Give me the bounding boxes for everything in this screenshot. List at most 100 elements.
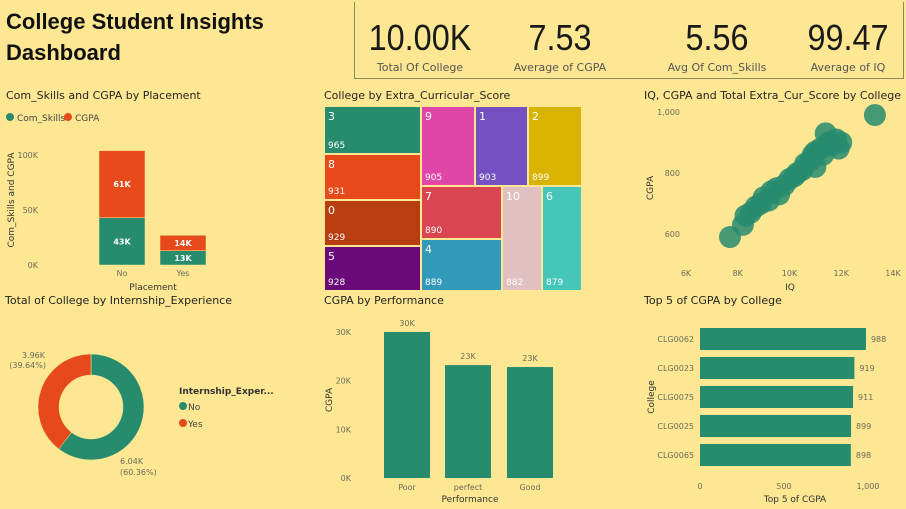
kpi-label: Avg Of Com_Skills [667, 61, 767, 74]
scatter-point [804, 155, 827, 178]
data-label: 919 [859, 364, 874, 373]
cell-name: 1 [479, 110, 486, 123]
cell-value: 903 [479, 173, 497, 183]
x-tick-label: 14K [885, 269, 901, 278]
x-tick-label: No [117, 269, 128, 278]
bar [507, 367, 553, 478]
x-tick-label: 8K [733, 269, 744, 278]
y-tick-label: CLG0062 [657, 335, 694, 344]
y-tick-label: 0K [341, 474, 352, 483]
x-tick-label: 10K [782, 269, 798, 278]
x-tick-label: 6K [681, 269, 692, 278]
kpi-avg-com-skills: 5.56 Avg Of Com_Skills [652, 2, 782, 75]
treemap-cell[interactable]: 7 890 [421, 186, 502, 239]
x-tick-label: perfect [454, 483, 483, 492]
data-label: 61K [113, 180, 131, 189]
cell-value: 889 [425, 278, 443, 288]
treemap-cell[interactable]: 2 899 [528, 106, 582, 186]
x-tick-label: Poor [398, 483, 416, 492]
y-tick-label: 600 [665, 230, 680, 239]
kpi-value: 10.00K [368, 17, 472, 58]
legend-marker [179, 402, 187, 410]
treemap-cell[interactable]: 0 929 [324, 200, 421, 246]
data-label: 911 [858, 393, 873, 402]
y-tick-label: CLG0065 [657, 451, 694, 460]
legend-label: CGPA [75, 114, 100, 124]
y-tick-label: 50K [23, 206, 39, 215]
x-tick-label: 1,000 [857, 482, 880, 491]
y-axis-label: College [647, 380, 657, 414]
kpi-avg-cgpa: 7.53 Average of CGPA [495, 2, 625, 75]
y-tick-label: 20K [336, 377, 352, 386]
data-label: 899 [856, 422, 871, 431]
data-label: 23K [522, 354, 538, 363]
x-axis-label: Placement [129, 283, 177, 293]
legend-label: Com_Skills [17, 114, 65, 124]
cell-value: 905 [425, 173, 443, 183]
cell-value: 899 [532, 173, 550, 183]
cell-value: 928 [328, 278, 346, 288]
title-line: College Student Insights [6, 9, 264, 34]
kpi-label: Total Of College [376, 61, 464, 74]
bar [700, 444, 851, 466]
kpi-value: 7.53 [528, 17, 592, 58]
chart-title-top5: Top 5 of CGPA by College [644, 294, 782, 307]
y-tick-label: CLG0023 [657, 364, 694, 373]
kpi-label: Average of IQ [810, 61, 886, 74]
x-axis-label: Performance [441, 495, 498, 505]
bar [384, 332, 430, 478]
cell-value: 931 [328, 187, 346, 197]
treemap-cell[interactable]: 3 965 [324, 106, 421, 154]
y-axis-label: Com_Skills and CGPA [7, 152, 17, 248]
y-axis-label: CGPA [325, 387, 335, 412]
donut-slice [37, 353, 92, 450]
legend-marker [6, 113, 14, 121]
x-tick-label: Good [519, 483, 540, 492]
x-tick-label: 0 [697, 482, 702, 491]
cell-name: 0 [328, 204, 335, 217]
data-label: (39.64%) [9, 361, 46, 370]
cell-name: 2 [532, 110, 539, 123]
data-label: 3.96K [22, 351, 46, 360]
treemap-cell[interactable]: 1 903 [475, 106, 528, 186]
y-tick-label: 100K [17, 151, 38, 160]
legend-marker [179, 419, 187, 427]
cell-value: 890 [425, 226, 443, 236]
data-label: 43K [113, 237, 131, 246]
cell-name: 10 [506, 190, 520, 203]
bar [700, 415, 852, 437]
legend-label: No [188, 403, 201, 413]
treemap-cell[interactable]: 8 931 [324, 154, 421, 200]
chart-title-performance: CGPA by Performance [324, 294, 444, 307]
bar [700, 357, 855, 379]
cell-name: 6 [546, 190, 553, 203]
cell-name: 5 [328, 250, 335, 263]
cell-name: 8 [328, 158, 335, 171]
y-tick-label: 0K [28, 261, 39, 270]
donut-slice [58, 353, 145, 461]
y-tick-label: 30K [336, 328, 352, 337]
data-label: 13K [174, 254, 192, 263]
treemap-cell[interactable]: 9 905 [421, 106, 475, 186]
treemap-cell[interactable]: 6 879 [542, 186, 582, 291]
kpi-value: 99.47 [807, 17, 889, 58]
data-label: 14K [174, 239, 192, 248]
cell-name: 4 [425, 243, 432, 256]
y-tick-label: 1,000 [657, 108, 680, 117]
legend-marker [64, 113, 72, 121]
data-label: 898 [856, 451, 871, 460]
bar [700, 386, 854, 408]
treemap-cell[interactable]: 10 882 [502, 186, 542, 291]
bar-segment [98, 217, 146, 266]
treemap-cell[interactable]: 4 889 [421, 239, 502, 291]
data-label: (60.36%) [120, 468, 157, 477]
cell-value: 965 [328, 141, 346, 151]
bar [445, 365, 491, 478]
legend-label: Yes [187, 420, 203, 430]
kpi-avg-iq: 99.47 Average of IQ [783, 2, 906, 75]
cell-value: 882 [506, 278, 524, 288]
treemap-cell[interactable]: 5 928 [324, 246, 421, 291]
chart-title-internship: Total of College by Internship_Experienc… [5, 294, 232, 307]
y-tick-label: CLG0075 [657, 393, 694, 402]
